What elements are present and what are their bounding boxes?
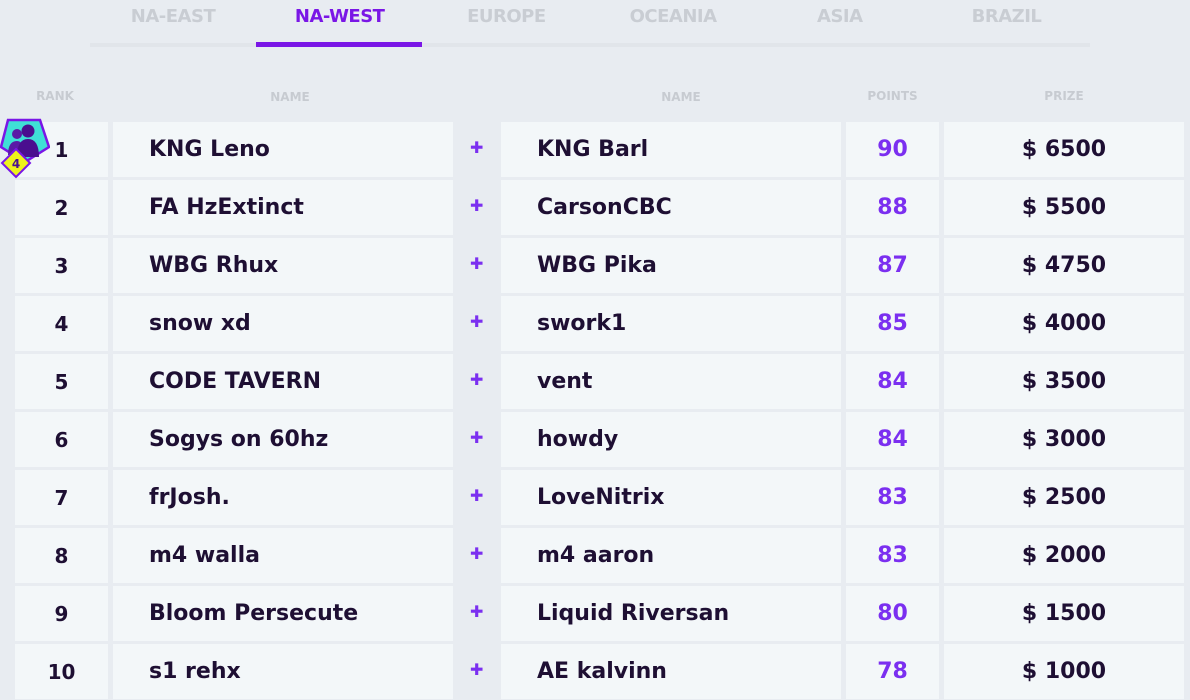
rank-cell: 10 <box>15 644 108 699</box>
plus-icon: ✚ <box>470 196 484 215</box>
tab-oceania[interactable]: OCEANIA <box>629 6 717 27</box>
table-row: 6 Sogys on 60hz ✚ howdy 84 $ 3000 <box>0 412 1190 467</box>
region-tabs: NA-EAST NA-WEST EUROPE OCEANIA ASIA BRAZIL <box>90 0 1090 48</box>
badge-number: 4 <box>12 157 20 171</box>
prize-cell: $ 3500 <box>944 354 1184 409</box>
table-row: 4 snow xd ✚ swork1 85 $ 4000 <box>0 296 1190 351</box>
table-row: 1 KNG Leno ✚ KNG Barl 90 $ 6500 <box>0 122 1190 177</box>
player-2-name[interactable]: Liquid Riversan <box>501 586 841 641</box>
rank-cell: 7 <box>15 470 108 525</box>
player-2-name[interactable]: WBG Pika <box>501 238 841 293</box>
player-1-name[interactable]: Sogys on 60hz <box>113 412 453 467</box>
tab-na-west[interactable]: NA-WEST <box>294 6 385 27</box>
player-1-name[interactable]: m4 walla <box>113 528 453 583</box>
player-2-name[interactable]: KNG Barl <box>501 122 841 177</box>
prize-cell: $ 2000 <box>944 528 1184 583</box>
prize-cell: $ 4750 <box>944 238 1184 293</box>
prize-cell: $ 4000 <box>944 296 1184 351</box>
plus-icon: ✚ <box>470 544 484 563</box>
header-name-2: NAME <box>661 90 701 104</box>
header-name-1: NAME <box>270 90 310 104</box>
player-1-name[interactable]: s1 rehx <box>113 644 453 699</box>
table-row: 5 CODE TAVERN ✚ vent 84 $ 3500 <box>0 354 1190 409</box>
prize-cell: $ 3000 <box>944 412 1184 467</box>
rank-cell: 6 <box>15 412 108 467</box>
plus-icon: ✚ <box>470 428 484 447</box>
points-cell: 78 <box>846 644 939 699</box>
player-1-name[interactable]: FA HzExtinct <box>113 180 453 235</box>
table-row: 7 frJosh. ✚ LoveNitrix 83 $ 2500 <box>0 470 1190 525</box>
tab-na-east[interactable]: NA-EAST <box>130 6 216 27</box>
plus-icon: ✚ <box>470 486 484 505</box>
active-tab-underline <box>256 42 422 47</box>
prize-cell: $ 6500 <box>944 122 1184 177</box>
rank-cell: 8 <box>15 528 108 583</box>
plus-icon: ✚ <box>470 602 484 621</box>
table-row: 9 Bloom Persecute ✚ Liquid Riversan 80 $… <box>0 586 1190 641</box>
player-2-name[interactable]: m4 aaron <box>501 528 841 583</box>
prize-cell: $ 1500 <box>944 586 1184 641</box>
points-cell: 88 <box>846 180 939 235</box>
player-1-name[interactable]: snow xd <box>113 296 453 351</box>
rank-cell: 2 <box>15 180 108 235</box>
plus-icon: ✚ <box>470 660 484 679</box>
header-rank: RANK <box>36 89 74 103</box>
points-cell: 85 <box>846 296 939 351</box>
player-1-name[interactable]: Bloom Persecute <box>113 586 453 641</box>
duo-team-badge-icon: 4 <box>0 118 50 179</box>
player-2-name[interactable]: LoveNitrix <box>501 470 841 525</box>
player-2-name[interactable]: CarsonCBC <box>501 180 841 235</box>
player-1-name[interactable]: KNG Leno <box>113 122 453 177</box>
player-1-name[interactable]: frJosh. <box>113 470 453 525</box>
plus-icon: ✚ <box>470 138 484 157</box>
plus-icon: ✚ <box>470 254 484 273</box>
points-cell: 90 <box>846 122 939 177</box>
tab-track <box>90 43 1090 47</box>
plus-icon: ✚ <box>470 370 484 389</box>
prize-cell: $ 2500 <box>944 470 1184 525</box>
player-2-name[interactable]: swork1 <box>501 296 841 351</box>
tab-europe[interactable]: EUROPE <box>467 6 546 27</box>
table-row: 10 s1 rehx ✚ AE kalvinn 78 $ 1000 <box>0 644 1190 699</box>
points-cell: 80 <box>846 586 939 641</box>
rank-cell: 9 <box>15 586 108 641</box>
points-cell: 83 <box>846 528 939 583</box>
header-points: POINTS <box>867 89 918 103</box>
tab-brazil[interactable]: BRAZIL <box>971 6 1042 27</box>
header-prize: PRIZE <box>1044 89 1084 103</box>
player-1-name[interactable]: CODE TAVERN <box>113 354 453 409</box>
rank-cell: 3 <box>15 238 108 293</box>
rank-cell: 4 <box>15 296 108 351</box>
points-cell: 83 <box>846 470 939 525</box>
tab-asia[interactable]: ASIA <box>817 6 863 27</box>
plus-icon: ✚ <box>470 312 484 331</box>
table-row: 8 m4 walla ✚ m4 aaron 83 $ 2000 <box>0 528 1190 583</box>
player-2-name[interactable]: vent <box>501 354 841 409</box>
prize-cell: $ 1000 <box>944 644 1184 699</box>
player-2-name[interactable]: howdy <box>501 412 841 467</box>
points-cell: 87 <box>846 238 939 293</box>
rank-cell: 5 <box>15 354 108 409</box>
points-cell: 84 <box>846 412 939 467</box>
points-cell: 84 <box>846 354 939 409</box>
table-row: 3 WBG Rhux ✚ WBG Pika 87 $ 4750 <box>0 238 1190 293</box>
prize-cell: $ 5500 <box>944 180 1184 235</box>
player-2-name[interactable]: AE kalvinn <box>501 644 841 699</box>
table-row: 2 FA HzExtinct ✚ CarsonCBC 88 $ 5500 <box>0 180 1190 235</box>
player-1-name[interactable]: WBG Rhux <box>113 238 453 293</box>
